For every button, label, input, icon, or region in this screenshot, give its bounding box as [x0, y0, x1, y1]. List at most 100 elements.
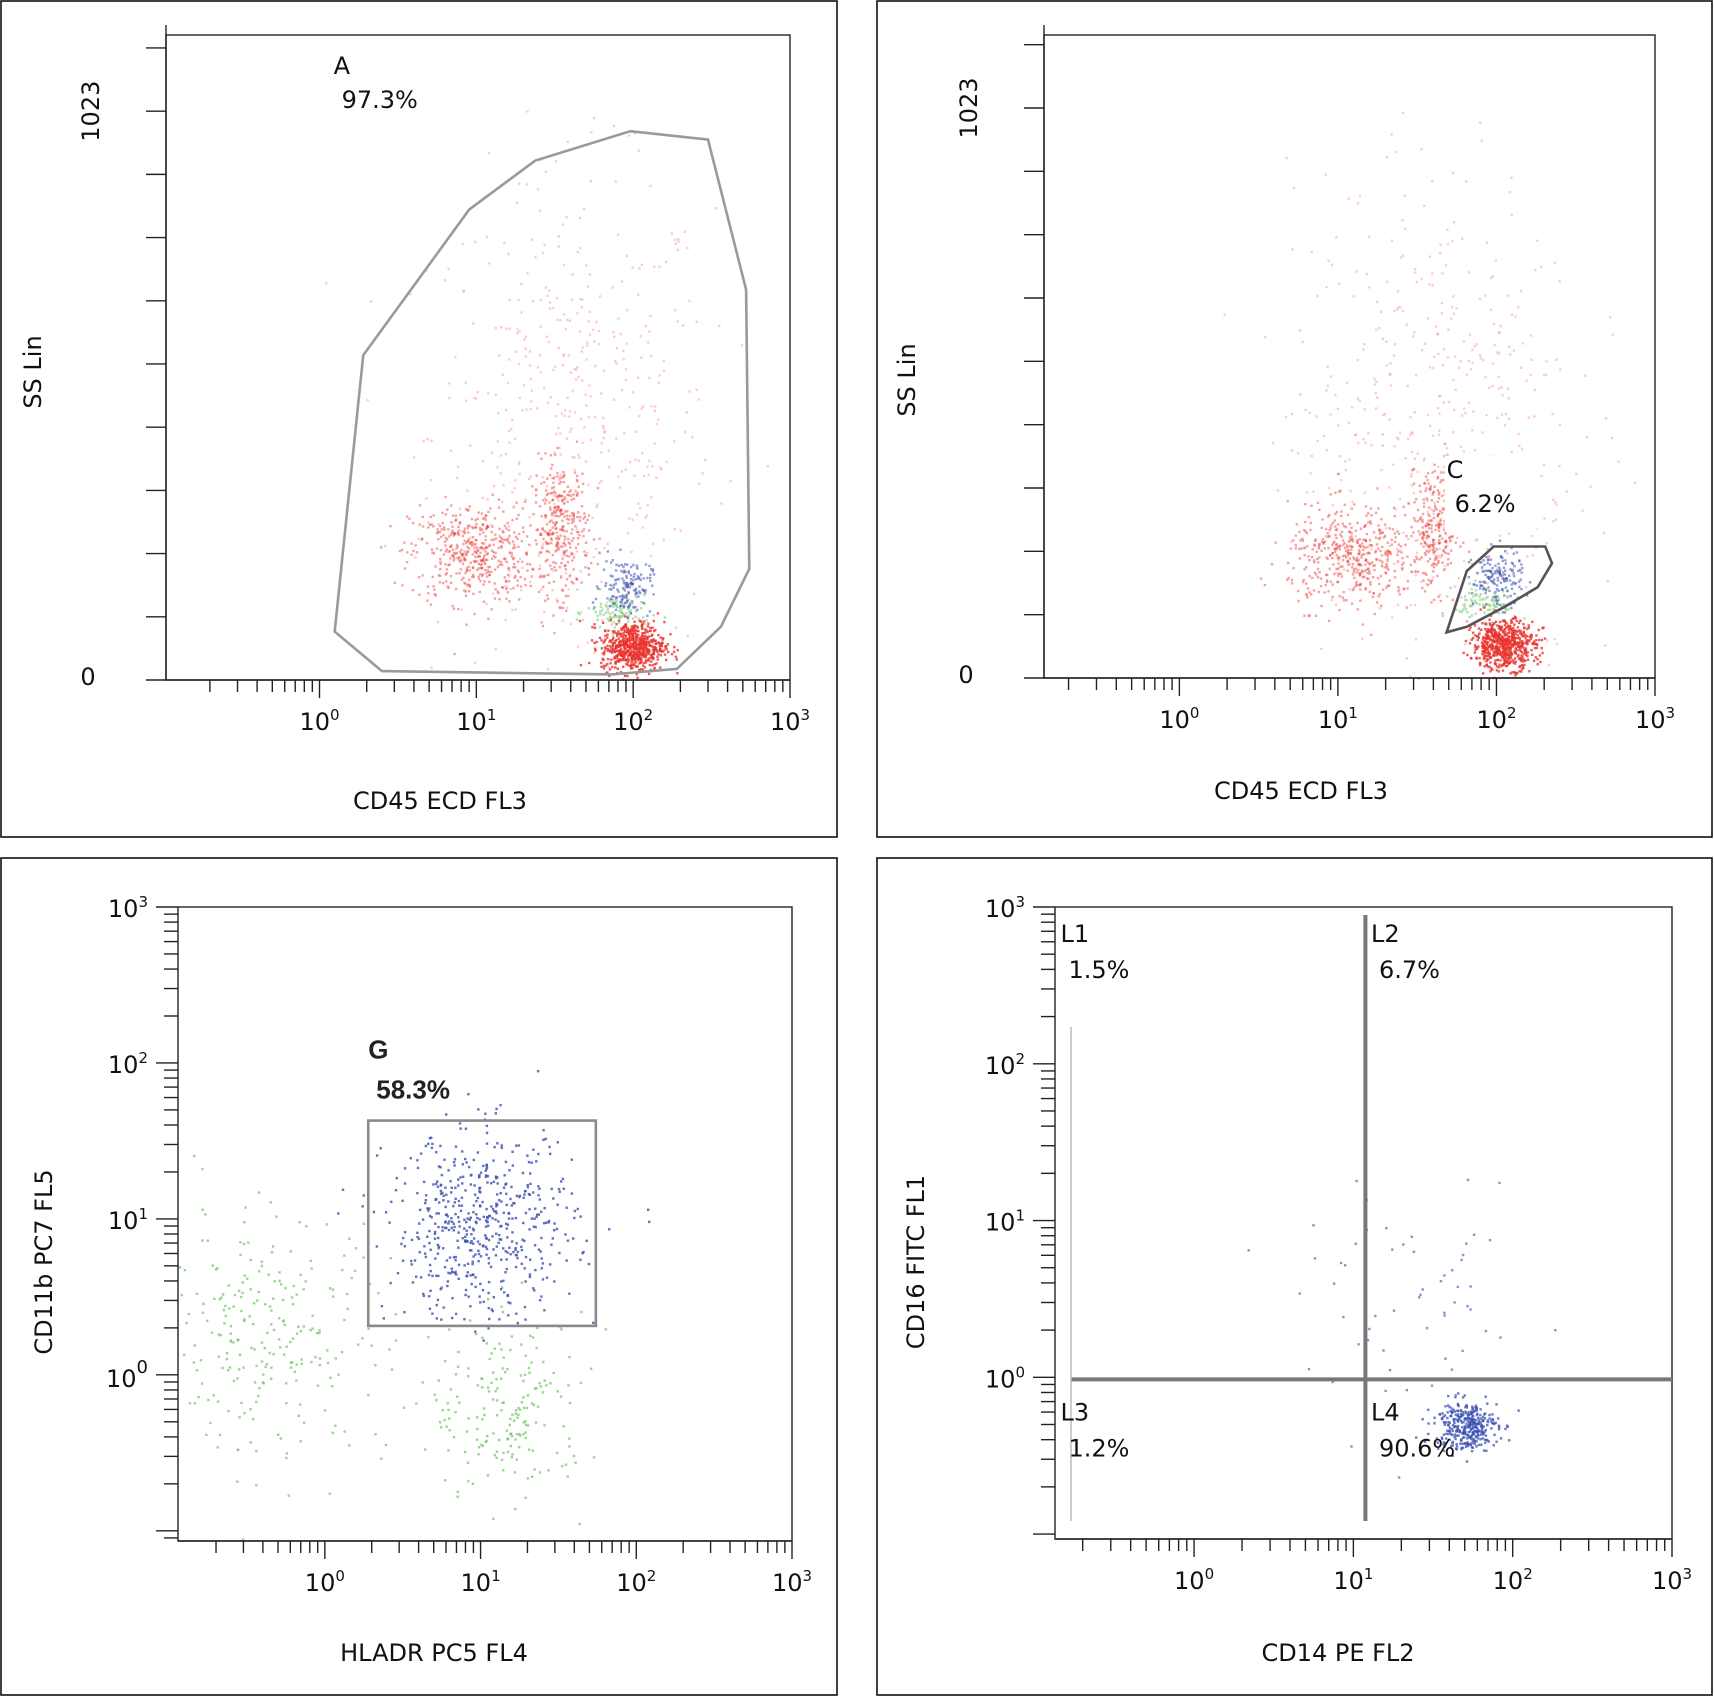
- event-dot: [1365, 272, 1368, 276]
- event-dot: [617, 617, 621, 620]
- event-dot: [658, 265, 661, 268]
- event-dot: [610, 651, 614, 654]
- event-dot: [1489, 570, 1492, 573]
- event-dot: [522, 383, 526, 387]
- event-dot: [1467, 550, 1471, 553]
- event-dot: [1383, 534, 1387, 538]
- event-dot: [1518, 580, 1521, 583]
- event-dot: [1335, 543, 1338, 547]
- event-dot: [1425, 497, 1428, 500]
- event-dot: [1404, 457, 1407, 460]
- event-dot: [563, 490, 566, 493]
- event-dot: [503, 538, 506, 542]
- event-dot: [244, 1206, 247, 1209]
- event-dot: [448, 382, 451, 385]
- event-dot: [1452, 221, 1456, 224]
- event-dot: [683, 230, 686, 233]
- event-dot: [1442, 471, 1445, 474]
- event-dot: [534, 1268, 537, 1272]
- event-dot: [1354, 433, 1357, 437]
- event-dot: [1429, 486, 1432, 490]
- event-dot: [623, 568, 626, 571]
- event-dot: [1385, 340, 1388, 343]
- event-dot: [1374, 407, 1378, 410]
- event-dot: [464, 542, 468, 545]
- event-dot: [1494, 599, 1498, 602]
- event-dot: [1305, 566, 1308, 569]
- event-dot: [473, 560, 477, 563]
- event-dot: [485, 546, 489, 549]
- event-dot: [1376, 577, 1380, 580]
- event-dot: [1493, 629, 1496, 632]
- event-dot: [497, 354, 501, 357]
- event-dot: [641, 451, 644, 455]
- event-dot: [585, 554, 588, 557]
- event-dot: [578, 619, 582, 623]
- event-dot: [1318, 571, 1321, 574]
- event-dot: [1364, 523, 1367, 527]
- event-dot: [1358, 544, 1361, 548]
- event-dot: [523, 338, 526, 341]
- event-dot: [445, 568, 449, 571]
- event-dot: [1523, 634, 1526, 638]
- event-dot: [454, 1186, 457, 1189]
- event-dot: [1422, 533, 1426, 537]
- event-dot: [550, 514, 554, 517]
- event-dot: [461, 1237, 464, 1240]
- event-dot: [630, 625, 634, 628]
- event-dot: [1488, 622, 1491, 625]
- event-dot: [576, 515, 579, 519]
- event-dot: [474, 539, 477, 542]
- event-dot: [492, 592, 495, 595]
- event-dot: [1454, 541, 1457, 544]
- event-dot: [1341, 596, 1344, 599]
- event-dot: [1513, 629, 1517, 633]
- event-dot: [551, 531, 554, 534]
- event-dot: [1461, 237, 1464, 241]
- event-dot: [260, 1341, 264, 1344]
- event-dot: [629, 612, 633, 615]
- event-dot: [1437, 560, 1440, 563]
- event-dot: [626, 605, 630, 608]
- event-dot: [1509, 660, 1513, 663]
- event-dot: [1443, 499, 1446, 503]
- event-dot: [457, 558, 461, 561]
- event-dot: [1432, 552, 1435, 555]
- event-dot: [1434, 554, 1438, 558]
- event-dot: [1427, 546, 1430, 549]
- event-dot: [1432, 550, 1435, 553]
- event-dot: [481, 559, 484, 562]
- event-dot: [556, 1141, 559, 1144]
- event-dot: [298, 1221, 301, 1224]
- event-dot: [513, 576, 516, 579]
- event-dot: [436, 1243, 439, 1247]
- event-dot: [1430, 527, 1433, 530]
- event-dot: [1431, 272, 1434, 275]
- event-dot: [362, 1194, 365, 1197]
- event-dot: [1520, 651, 1523, 654]
- event-dot: [449, 449, 453, 452]
- event-dot: [1343, 568, 1346, 571]
- event-dot: [520, 1245, 523, 1249]
- event-dot: [1431, 434, 1435, 437]
- event-dot: [482, 1407, 486, 1410]
- event-dot: [574, 489, 577, 492]
- event-dot: [632, 605, 635, 609]
- event-dot: [548, 301, 552, 304]
- event-dot: [1486, 665, 1489, 668]
- event-dot: [1343, 546, 1347, 550]
- event-dot: [576, 588, 579, 591]
- event-dot: [1510, 606, 1513, 610]
- event-dot: [178, 1266, 182, 1269]
- event-dot: [528, 543, 531, 547]
- event-dot: [603, 650, 606, 653]
- event-dot: [613, 655, 617, 658]
- event-dot: [600, 442, 603, 445]
- event-dot: [1478, 595, 1481, 598]
- event-dot: [622, 606, 625, 609]
- event-dot: [1366, 571, 1369, 575]
- event-dot: [291, 1303, 295, 1306]
- event-dot: [206, 1319, 209, 1323]
- event-dot: [530, 1402, 534, 1405]
- event-dot: [1363, 575, 1366, 578]
